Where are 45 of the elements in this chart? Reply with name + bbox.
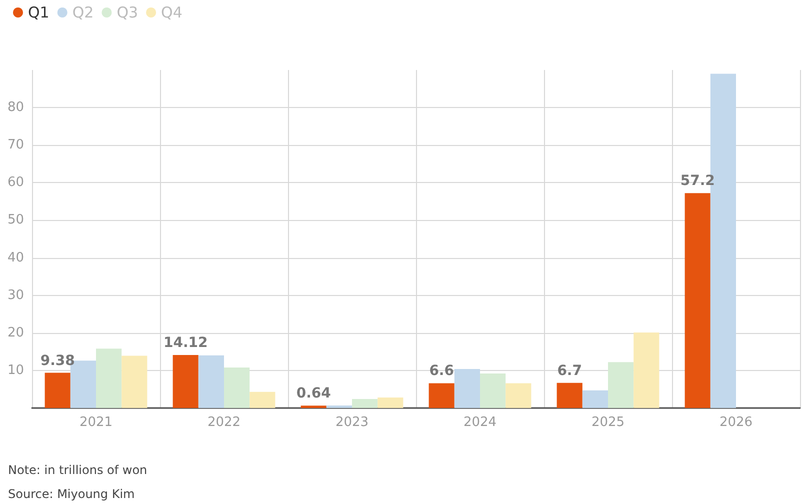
bar <box>172 354 198 408</box>
y-tick-label: 30 <box>7 288 24 303</box>
source-note: Source: Miyoung Kim <box>8 486 136 503</box>
x-tick-label: 2021 <box>79 415 113 430</box>
bar <box>224 367 250 408</box>
data-label: 6.7 <box>557 362 582 379</box>
y-tick-label: 60 <box>7 175 24 190</box>
data-label: 57.2 <box>680 173 715 190</box>
legend-label: Q1 <box>28 4 50 22</box>
bar <box>684 193 710 408</box>
x-tick-label: 2023 <box>335 415 369 430</box>
bar <box>326 405 352 408</box>
legend-label: Q2 <box>72 4 94 22</box>
bar <box>480 373 506 408</box>
y-tick-label: 40 <box>7 250 24 266</box>
bar <box>608 362 634 408</box>
bar <box>582 390 608 408</box>
y-tick-label: 50 <box>7 212 24 228</box>
x-tick-label: 2024 <box>463 415 497 430</box>
bar <box>556 382 582 408</box>
y-tick-label: 70 <box>7 138 24 153</box>
bar <box>96 348 122 408</box>
data-label: 9.38 <box>40 352 75 369</box>
bar <box>634 332 660 408</box>
x-tick-label: 2022 <box>207 415 241 430</box>
bar <box>378 397 404 408</box>
bar <box>454 368 480 408</box>
bar <box>506 383 532 408</box>
y-tick-label: 20 <box>7 325 24 340</box>
bar <box>352 398 378 408</box>
legend-label: Q3 <box>116 4 138 22</box>
bar <box>44 372 70 408</box>
bar <box>428 383 454 408</box>
bar <box>198 355 224 408</box>
data-label: 0.64 <box>296 386 332 402</box>
bar <box>250 392 276 408</box>
bar <box>122 356 148 408</box>
x-tick-label: 2025 <box>591 415 625 430</box>
data-label: 14.12 <box>163 334 208 351</box>
legend-label: Q4 <box>161 4 182 22</box>
y-tick-label: 80 <box>7 100 24 116</box>
text: Note: in trillions of won <box>8 462 148 479</box>
y-tick-label: 10 <box>7 362 24 378</box>
x-tick-label: 2026 <box>719 415 753 430</box>
data-label: 6.6 <box>429 363 454 380</box>
